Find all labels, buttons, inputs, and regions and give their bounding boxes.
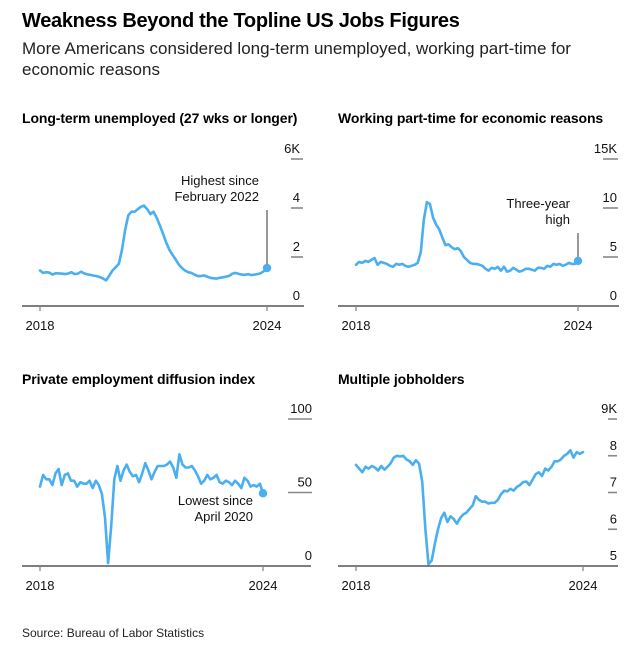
panel-title-long-term-unemployed: Long-term unemployed (27 wks or longer) (22, 110, 298, 126)
x-tick-label: 2024 (564, 318, 593, 333)
y-tick-label: 15K (594, 141, 617, 156)
x-tick-label: 2018 (342, 318, 371, 333)
chart-subtitle: More Americans considered long-term unem… (22, 39, 571, 79)
y-tick-label: 0 (293, 288, 300, 303)
x-tick-label: 2018 (342, 578, 371, 593)
annotation-text: Three-year (506, 196, 570, 211)
series-line (354, 448, 585, 566)
annotation-marker (573, 256, 583, 266)
x-tick-label: 2024 (569, 578, 598, 593)
y-tick-label: 10 (603, 190, 617, 205)
y-tick-label: 0 (610, 288, 617, 303)
x-tick-label: 2018 (26, 318, 55, 333)
source-note: Source: Bureau of Labor Statistics (22, 626, 205, 640)
x-tick-label: 2024 (249, 578, 278, 593)
y-tick-label: 0 (305, 548, 312, 563)
y-tick-label: 7 (610, 475, 617, 490)
series-line (38, 204, 269, 282)
y-tick-label: 6K (284, 141, 300, 156)
annotation-text: Highest since (181, 173, 259, 188)
y-tick-label: 5 (610, 548, 617, 563)
y-tick-label: 6 (610, 511, 617, 526)
y-tick-label: 8 (610, 438, 617, 453)
annotation-text: February 2022 (174, 189, 259, 204)
y-tick-label: 2 (293, 239, 300, 254)
annotation-text: Lowest since (178, 493, 253, 508)
series-line (38, 452, 265, 565)
annotation-text: high (545, 212, 570, 227)
y-tick-label: 50 (298, 475, 312, 490)
chart-panel-4: 2018 2024 5 6 7 8 9K (338, 401, 618, 593)
panel-title-part-time-economic: Working part-time for economic reasons (338, 110, 604, 126)
panel-title-multiple-jobholders: Multiple jobholders (338, 371, 465, 387)
annotation-marker (258, 489, 268, 498)
x-tick-label: 2018 (26, 578, 55, 593)
annotation-marker (262, 263, 272, 273)
y-tick-label: 4 (293, 190, 300, 205)
y-tick-label: 5 (610, 239, 617, 254)
annotation-text: April 2020 (194, 509, 253, 524)
series-line (354, 200, 580, 274)
y-tick-label: 100 (290, 401, 312, 416)
panel-title-diffusion-index: Private employment diffusion index (22, 371, 256, 387)
chart-title: Weakness Beyond the Topline US Jobs Figu… (22, 10, 460, 32)
x-tick-label: 2024 (253, 318, 282, 333)
y-tick-label: 9K (601, 401, 617, 416)
